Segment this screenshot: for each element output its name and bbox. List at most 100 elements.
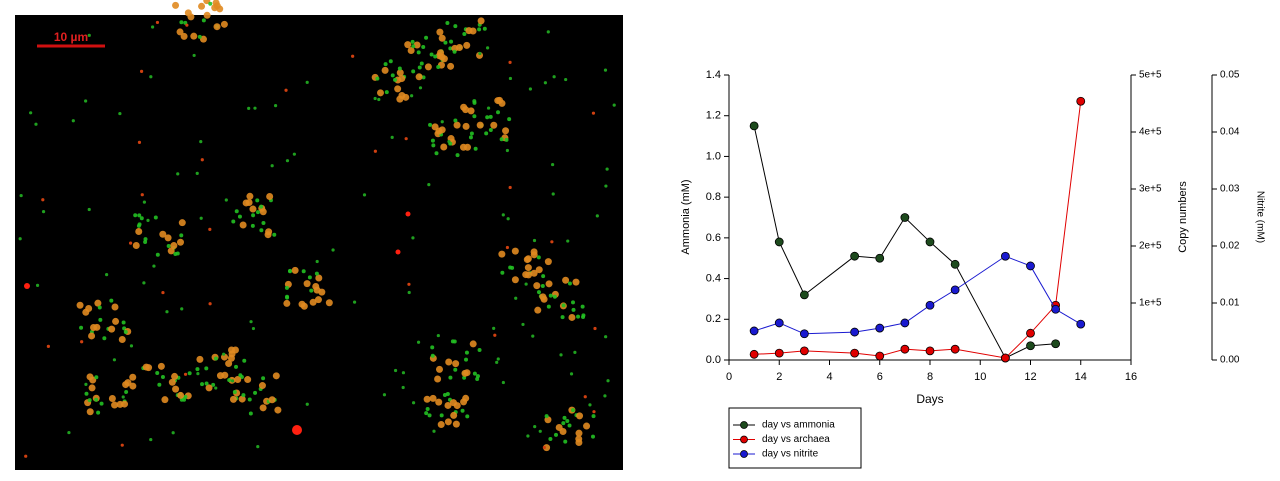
cell: [142, 281, 146, 285]
cell: [178, 219, 186, 227]
cell: [416, 340, 421, 344]
cell: [501, 380, 505, 385]
data-point: [1000, 251, 1010, 261]
cell: [435, 365, 443, 373]
cell: [592, 410, 596, 414]
cell: [452, 360, 460, 368]
cell: [292, 425, 302, 435]
cell: [184, 9, 192, 17]
cell: [146, 218, 150, 222]
cell: [139, 69, 144, 73]
cell: [259, 404, 267, 412]
cell: [486, 106, 491, 110]
cell: [159, 230, 167, 238]
y-tick-label: 0.4: [706, 272, 721, 284]
cell: [183, 372, 188, 376]
y-axis-label: Ammonia (mM): [680, 179, 692, 254]
cell: [551, 192, 555, 196]
cell: [303, 280, 311, 288]
cell: [436, 333, 440, 338]
cell: [171, 372, 179, 380]
cell: [465, 414, 470, 419]
cell: [177, 391, 185, 399]
cell: [309, 298, 317, 306]
cell: [417, 65, 422, 70]
cell: [475, 377, 480, 382]
cell: [80, 340, 84, 344]
cell: [568, 313, 576, 321]
cell: [440, 55, 448, 63]
cell: [435, 127, 443, 135]
cell: [407, 47, 415, 55]
cell: [121, 320, 126, 325]
cell: [285, 159, 290, 163]
cell: [410, 94, 414, 98]
cell: [129, 241, 133, 245]
scale-bar-label: 10 µm: [54, 30, 88, 44]
cell: [543, 444, 551, 452]
cell: [552, 294, 557, 299]
cell: [473, 146, 478, 151]
cell: [418, 86, 423, 90]
cell: [535, 266, 543, 274]
cell: [407, 282, 411, 286]
cell: [94, 375, 99, 380]
cell: [563, 439, 568, 444]
cell: [261, 376, 266, 381]
cell: [407, 290, 411, 295]
cell: [152, 264, 156, 268]
cell: [462, 32, 467, 37]
cell: [34, 122, 38, 126]
cell: [165, 310, 169, 314]
cell: [133, 213, 138, 218]
cell: [431, 143, 436, 148]
cell: [564, 77, 568, 82]
cell: [524, 264, 532, 272]
cell: [464, 357, 469, 362]
cell: [185, 23, 189, 27]
cell: [477, 348, 482, 353]
data-point: [1076, 96, 1086, 106]
data-point: [1026, 328, 1035, 338]
cell: [111, 303, 119, 311]
cell: [137, 140, 142, 145]
cell: [198, 2, 206, 10]
cell: [532, 238, 537, 243]
cell: [393, 77, 398, 82]
cell: [565, 419, 570, 424]
cell: [511, 247, 519, 255]
cell: [463, 41, 471, 49]
cell: [377, 97, 381, 102]
cell: [123, 330, 128, 335]
cell: [603, 394, 607, 398]
cell: [180, 32, 188, 40]
cell: [450, 411, 458, 419]
cell: [214, 386, 218, 390]
data-point: [799, 290, 809, 300]
cell: [79, 325, 84, 330]
cell: [427, 413, 432, 418]
cell: [496, 96, 504, 104]
cell: [477, 27, 482, 32]
cell: [543, 81, 547, 85]
cell: [234, 209, 239, 214]
cell: [488, 114, 493, 119]
cell: [251, 326, 256, 331]
cell: [205, 384, 213, 392]
cell: [382, 393, 387, 397]
cell: [445, 358, 453, 366]
cell: [430, 353, 435, 358]
cell: [221, 371, 229, 379]
cell: [430, 138, 435, 143]
cell: [604, 184, 608, 188]
cell: [259, 204, 264, 209]
cell: [234, 376, 242, 384]
cell: [468, 135, 473, 140]
cell: [605, 167, 609, 171]
cell: [362, 193, 367, 197]
cell: [553, 432, 558, 437]
cell: [87, 207, 91, 212]
cell: [283, 299, 291, 307]
data-point: [875, 323, 885, 333]
cell: [124, 389, 129, 394]
